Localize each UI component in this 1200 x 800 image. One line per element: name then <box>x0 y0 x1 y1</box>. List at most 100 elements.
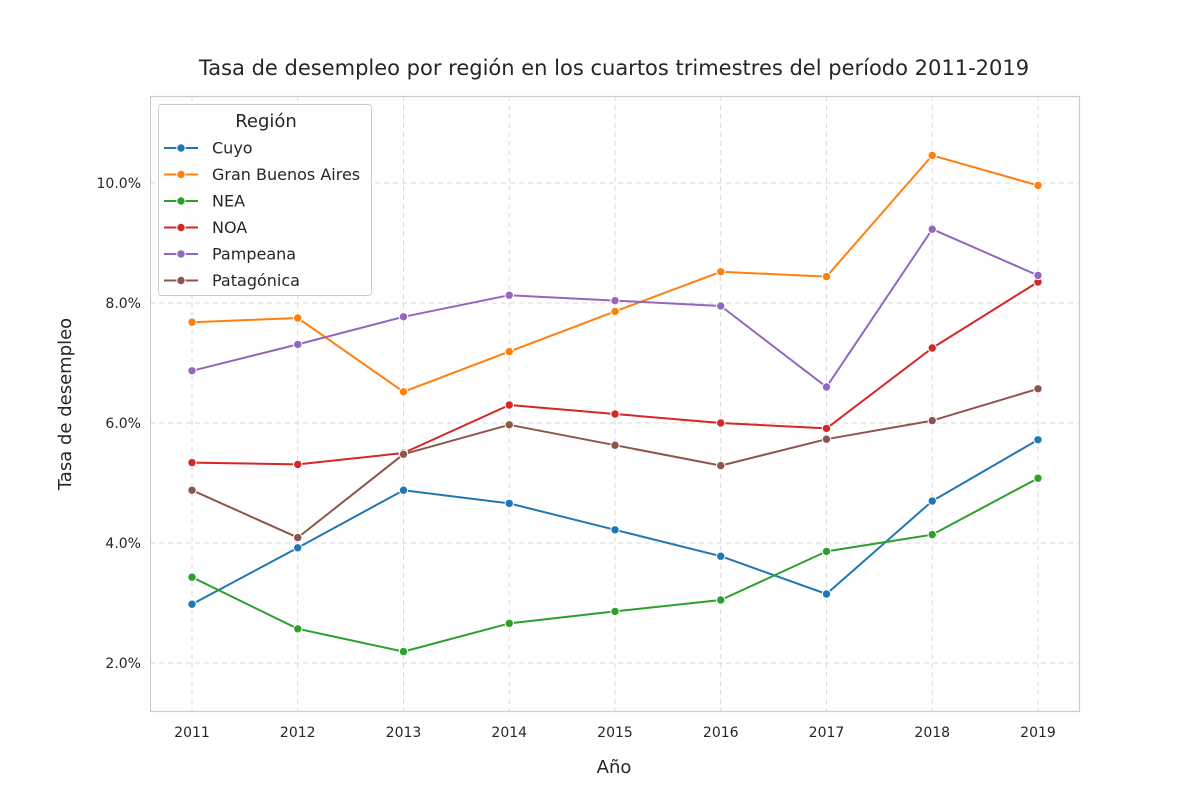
series-nea <box>187 473 1043 657</box>
data-point <box>187 572 197 582</box>
data-point <box>398 449 409 459</box>
data-point <box>293 339 303 350</box>
data-point <box>187 317 197 327</box>
data-point <box>187 599 197 609</box>
data-point <box>716 595 726 605</box>
data-point <box>1033 384 1043 394</box>
x-axis-ticks: 2011 2012 2013 2014 2015 2016 2017 2018 2019 <box>174 725 1056 741</box>
legend-item: Pampeana <box>164 245 296 264</box>
data-point <box>610 295 620 306</box>
y-tick-label: 2.0% <box>105 656 141 672</box>
data-point <box>504 618 514 629</box>
data-point <box>293 543 303 553</box>
series-lines <box>187 150 1043 657</box>
x-tick-label: 2017 <box>809 725 845 741</box>
legend-marker <box>176 222 186 233</box>
y-axis-title: Tasa de desempleo <box>55 318 76 491</box>
data-point <box>716 301 726 311</box>
x-tick-label: 2015 <box>597 725 633 741</box>
data-point <box>927 224 937 234</box>
data-point <box>821 434 832 444</box>
data-point <box>821 423 832 434</box>
legend-marker <box>176 169 186 180</box>
data-point <box>293 624 303 634</box>
legend-label: Gran Buenos Aires <box>212 165 360 184</box>
y-axis-ticks: 2.0% 4.0% 6.0% 8.0% 10.0% <box>97 176 141 672</box>
data-point <box>1033 435 1043 445</box>
data-point <box>927 415 937 426</box>
data-point <box>610 409 620 419</box>
data-point <box>293 313 303 323</box>
series-patag-nica <box>187 384 1043 543</box>
data-point <box>716 267 726 277</box>
legend: Región Cuyo Gran Buenos Aires NEA NOA Pampea… <box>158 104 372 296</box>
data-point <box>1033 473 1043 483</box>
data-point <box>821 546 832 557</box>
data-point <box>716 551 726 561</box>
y-tick-label: 8.0% <box>105 296 141 312</box>
legend-marker <box>176 196 186 206</box>
data-point <box>610 440 620 450</box>
x-tick-label: 2019 <box>1020 725 1056 741</box>
data-point <box>821 271 832 282</box>
data-point <box>716 418 726 428</box>
legend-marker <box>176 249 186 259</box>
data-point <box>504 346 514 357</box>
legend-label: NEA <box>212 192 245 211</box>
legend-item: Cuyo <box>164 139 253 158</box>
x-axis-title: Año <box>597 757 632 778</box>
y-tick-label: 6.0% <box>105 416 141 432</box>
x-tick-label: 2011 <box>174 725 210 741</box>
data-point <box>293 459 303 470</box>
data-point <box>1033 270 1043 281</box>
legend-box <box>158 104 372 296</box>
data-point <box>927 529 937 540</box>
data-point <box>610 606 620 617</box>
legend-item: NOA <box>164 218 247 237</box>
data-point <box>504 498 514 509</box>
x-tick-label: 2014 <box>491 725 527 741</box>
chart-title: Tasa de desempleo por región en los cuar… <box>198 56 1029 80</box>
legend-label: Pampeana <box>212 245 296 264</box>
data-point <box>716 460 726 471</box>
legend-item: NEA <box>164 192 245 211</box>
plot-frame <box>149 95 1081 713</box>
data-point <box>187 457 197 468</box>
data-point <box>927 150 937 161</box>
y-tick-label: 4.0% <box>105 536 141 552</box>
legend-label: NOA <box>212 218 247 237</box>
data-point <box>187 366 197 376</box>
data-point <box>398 312 409 322</box>
legend-marker <box>176 143 186 153</box>
data-point <box>821 589 832 599</box>
legend-label: Cuyo <box>212 139 253 158</box>
legend-item: Gran Buenos Aires <box>164 165 360 184</box>
series-gran-buenos-aires <box>187 150 1043 397</box>
data-point <box>398 485 409 495</box>
data-point <box>504 400 514 410</box>
x-tick-label: 2016 <box>703 725 739 741</box>
legend-label: Patagónica <box>212 271 300 290</box>
series-pampeana <box>187 224 1043 392</box>
x-tick-label: 2012 <box>280 725 316 741</box>
data-point <box>610 306 620 317</box>
data-point <box>821 382 832 392</box>
data-point <box>187 485 197 495</box>
data-point <box>927 496 937 506</box>
data-point <box>610 525 620 535</box>
y-tick-label: 10.0% <box>97 176 141 192</box>
data-point <box>398 646 409 657</box>
data-point <box>504 420 514 430</box>
x-tick-label: 2018 <box>914 725 950 741</box>
legend-items: Cuyo Gran Buenos Aires NEA NOA Pampeana Patag… <box>164 139 360 290</box>
data-point <box>504 290 514 300</box>
data-point <box>398 387 409 397</box>
data-point <box>1033 180 1043 191</box>
x-tick-label: 2013 <box>386 725 422 741</box>
data-point <box>927 343 937 353</box>
series-cuyo <box>187 435 1043 609</box>
legend-marker <box>176 275 186 286</box>
legend-title: Región <box>235 111 297 132</box>
series-noa <box>187 277 1043 470</box>
